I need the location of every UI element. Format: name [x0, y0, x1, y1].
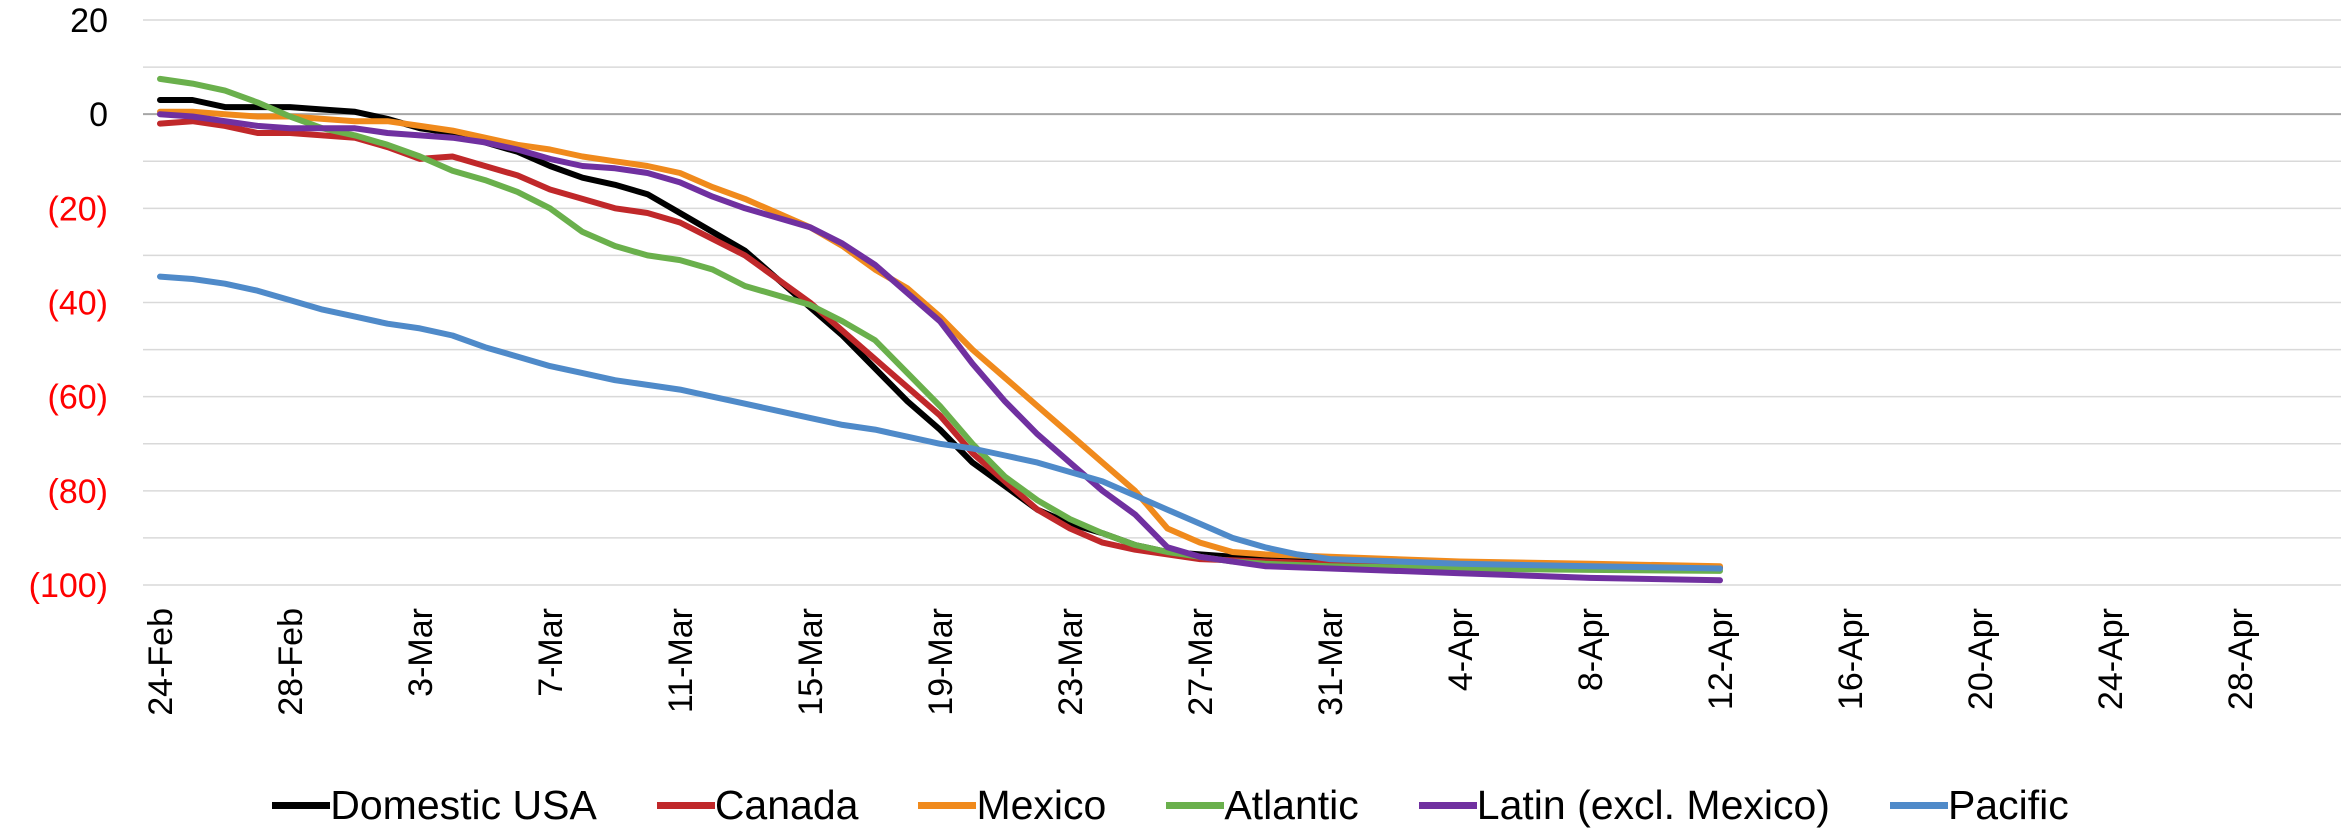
- x-tick-label: 23-Mar: [1052, 608, 1090, 716]
- gridlines: [143, 19, 2341, 586]
- y-tick-label: 0: [89, 96, 108, 134]
- x-tick-label: 24-Apr: [2092, 608, 2130, 710]
- x-tick-label: 12-Apr: [1702, 608, 1740, 710]
- legend-swatch: [1166, 801, 1225, 809]
- x-tick-label: 3-Mar: [402, 608, 440, 697]
- x-tick-label: 24-Feb: [142, 608, 180, 716]
- legend-item: Atlantic: [1166, 781, 1359, 829]
- x-tick-label: 15-Mar: [792, 608, 830, 716]
- legend-item: Canada: [656, 781, 859, 829]
- legend-label: Latin (excl. Mexico): [1476, 781, 1830, 828]
- legend-swatch: [918, 801, 977, 809]
- x-tick-label: 7-Mar: [532, 608, 570, 697]
- legend-label: Mexico: [976, 781, 1107, 828]
- x-tick-label: 31-Mar: [1312, 608, 1350, 716]
- x-tick-label: 4-Apr: [1442, 608, 1480, 691]
- x-tick-label: 27-Mar: [1182, 608, 1220, 716]
- legend-label: Pacific: [1947, 781, 2069, 828]
- y-tick-label: (80): [48, 473, 108, 511]
- y-tick-label: 20: [70, 2, 108, 40]
- legend-swatch: [272, 801, 331, 809]
- y-tick-label: (20): [48, 190, 108, 228]
- series-line-domestic-usa: [157, 97, 1723, 571]
- y-tick-label: (100): [29, 567, 108, 605]
- x-tick-label: 28-Apr: [2222, 608, 2260, 710]
- series-line-mexico: [157, 108, 1723, 570]
- legend-item: Mexico: [918, 782, 1106, 829]
- series-line-pacific: [157, 273, 1723, 572]
- y-axis-ticks: 20 0 (20) (40) (60) (80) (100): [29, 2, 108, 605]
- legend-swatch: [656, 801, 715, 809]
- chart-legend: Domestic USA Canada Mexico Atlantic Latin (e…: [0, 775, 2341, 835]
- x-tick-label: 19-Mar: [922, 608, 960, 716]
- legend-item: Domestic USA: [272, 782, 597, 829]
- y-tick-label: (60): [48, 379, 108, 417]
- legend-label: Domestic USA: [330, 781, 597, 828]
- x-tick-label: 11-Mar: [662, 608, 700, 713]
- legend-item: Pacific: [1889, 781, 2069, 829]
- x-tick-label: 20-Apr: [1962, 608, 2000, 710]
- legend-item: Latin (excl. Mexico): [1418, 781, 1830, 829]
- legend-label: Atlantic: [1224, 781, 1359, 828]
- line-chart: 20 0 (20) (40) (60) (80) (100) 24-Feb 28-Feb 3-M…: [29, 2, 2341, 716]
- y-tick-label: (40): [48, 285, 108, 323]
- x-tick-label: 16-Apr: [1832, 608, 1870, 710]
- x-axis-ticks: 24-Feb 28-Feb 3-Mar 7-Mar 11-Mar 15-Mar 19-Mar…: [142, 608, 2260, 716]
- series-lines: [157, 75, 1723, 584]
- legend-swatch: [1889, 801, 1948, 809]
- x-tick-label: 28-Feb: [272, 608, 310, 716]
- legend-swatch: [1418, 801, 1477, 809]
- x-tick-label: 8-Apr: [1572, 608, 1610, 691]
- legend-label: Canada: [714, 781, 859, 828]
- series-line-latin-excl-mexico: [157, 111, 1723, 584]
- series-line-canada: [157, 118, 1723, 572]
